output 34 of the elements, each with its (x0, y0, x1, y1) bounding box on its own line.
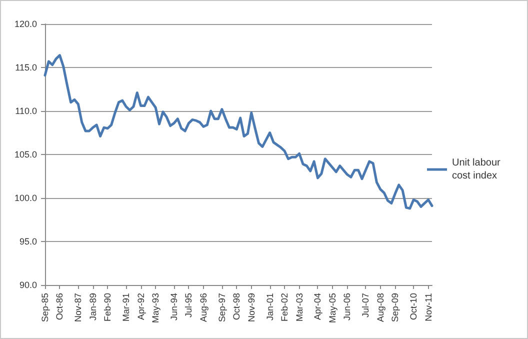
y-tick-label: 95.0 (19, 236, 37, 246)
x-tick-label: Sep-85 (40, 293, 50, 322)
y-tick-label: 90.0 (19, 280, 37, 290)
y-tick-label: 110.0 (15, 106, 37, 116)
x-tick-label: Oct-98 (232, 293, 242, 320)
x-tick-label: Nov-11 (423, 293, 434, 322)
x-tick-label: Jan-01 (264, 293, 275, 321)
x-tick-label: Jun-94 (169, 293, 179, 321)
x-tick-label: Aug-08 (375, 293, 386, 322)
x-tick-label: May-05 (327, 293, 338, 324)
y-tick-label: 115.0 (15, 62, 37, 72)
x-tick-label: Jul-07 (360, 293, 371, 318)
line-series (44, 54, 434, 210)
x-tick-label: Feb-02 (280, 293, 290, 322)
x-tick-label: Apr-92 (136, 293, 146, 320)
x-tick-label: Nov-87 (73, 293, 84, 322)
x-tick-label: Sep-97 (216, 293, 227, 322)
legend-label: Unit labour cost index (452, 158, 504, 182)
x-tick-label: Feb-90 (102, 293, 113, 322)
x-tick-label: Jul-95 (184, 293, 194, 318)
x-tick-label: Sep-09 (390, 293, 400, 322)
x-tick-label: Jan-89 (88, 293, 98, 321)
x-tick-label: Apr-04 (312, 293, 323, 320)
x-tick-label: Nov-99 (246, 293, 256, 322)
x-tick-label: Oct-10 (408, 293, 419, 320)
x-tick-label: Oct-86 (54, 293, 65, 320)
x-tick-label: Mar-91 (121, 293, 132, 322)
y-tick-label: 105.0 (14, 150, 37, 160)
y-tick-label: 100.0 (14, 193, 37, 203)
x-tick-label: May-93 (150, 293, 161, 324)
y-tick-label: 120.0 (14, 19, 37, 29)
x-tick-label: Jun-06 (342, 293, 352, 321)
x-tick-label: Aug-96 (198, 293, 208, 322)
x-tick-label: Mar-03 (294, 293, 304, 322)
